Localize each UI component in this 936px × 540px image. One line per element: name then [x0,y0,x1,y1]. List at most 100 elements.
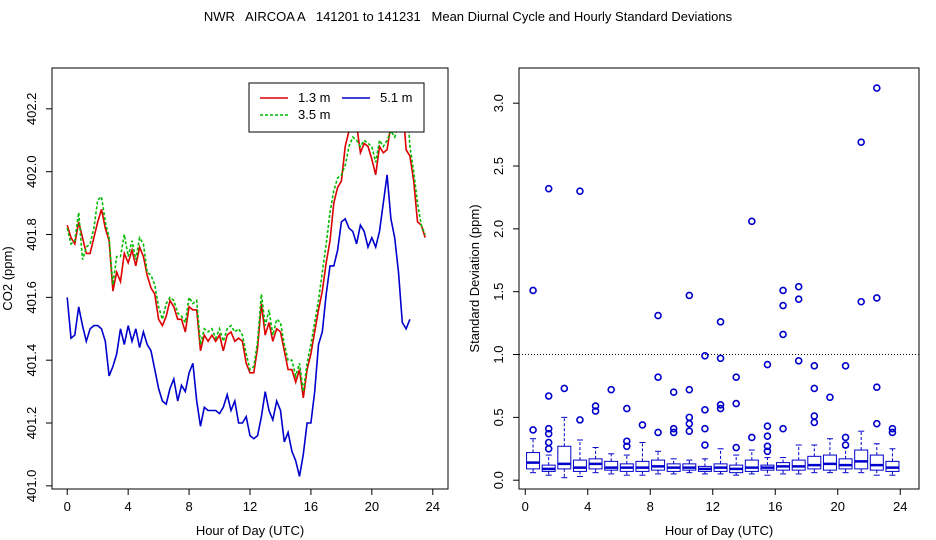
box-hour [760,360,775,476]
box-hour [713,318,728,475]
x-tick-label: 20 [831,499,845,514]
y-tick-label: 2.0 [491,220,506,238]
outlier-point [763,360,772,369]
x-tick-label: 16 [768,499,782,514]
box-hour [744,217,759,475]
outlier-point [716,400,725,409]
outlier-point [701,406,709,414]
iqr-box [526,452,541,470]
outlier-point [544,429,553,438]
outlier-point [685,427,694,435]
y-tick-label: 401.2 [24,407,39,440]
box-hour [526,286,541,474]
x-tick-label: 0 [64,499,71,514]
y-axis-label: Standard Deviation (ppm) [467,204,482,352]
legend-label: 5.1 m [380,90,413,105]
outlier-point [544,184,553,193]
x-tick-label: 20 [365,499,379,514]
series-line-3-5-m [66,86,426,392]
outlier-point [779,301,787,310]
iqr-box [885,460,900,472]
outlier-point [841,441,850,449]
legend-box [248,82,425,133]
outlier-point [810,362,819,370]
box-hour [572,187,587,477]
outlier-point [701,351,709,360]
x-tick-label: 24 [893,499,907,514]
outlier-point [732,399,740,408]
outlier-point [576,416,584,424]
box-hour [635,421,650,476]
iqr-box [807,455,822,470]
outlier-point [763,442,772,451]
box-hour [557,384,572,479]
iqr-box [838,458,853,470]
outlier-point [654,428,662,437]
outlier-point [763,432,772,441]
outlier-point [544,392,553,400]
y-tick-label: 401.8 [24,218,39,251]
outlier-point [748,433,756,442]
outlier-point [544,444,553,453]
x-tick-label: 12 [706,499,720,514]
outlier-point [779,330,787,339]
outlier-point [544,438,553,447]
outlier-point [873,419,881,428]
outlier-point [857,138,865,146]
outlier-point [685,419,694,428]
box-hour [619,404,634,476]
box-hour [854,138,869,474]
outlier-point [716,318,725,326]
x-tick-label: 12 [243,499,257,514]
outlier-point [763,447,772,456]
outlier-point [748,217,756,226]
iqr-box [651,459,666,471]
iqr-box [572,459,587,472]
iqr-box [557,445,572,470]
outlier-point [716,354,725,363]
page-title: NWR AIRCOA A 141201 to 141231 Mean Diurn… [203,9,733,24]
outlier-point [810,412,819,420]
y-tick-label: 0.5 [491,408,506,426]
outlier-point [591,407,600,415]
box-hour [776,286,791,475]
x-tick-label: 0 [522,499,529,514]
outlier-point [810,384,819,393]
iqr-box [635,460,650,472]
box-hour [885,424,900,476]
box-hour [682,291,697,474]
outlier-point [623,437,631,446]
x-axis-label: Hour of Day (UTC) [196,523,304,538]
outlier-point [669,424,678,433]
y-tick-label: 1.0 [491,345,506,363]
outlier-point [576,187,584,195]
outlier-point [685,385,694,394]
outlier-point [873,383,881,392]
outlier-point [716,404,725,413]
outlier-point [623,404,631,413]
outlier-point [841,433,850,442]
outlier-point [857,297,865,306]
outlier-point [888,424,897,433]
std-dev-panel: 0 4 8 12 16 20 24 0.0 0.5 1.0 1.5 2.0 2.5 3.0 Hour of … [467,67,920,538]
outlier-point [841,362,850,370]
y-tick-label: 1.5 [491,283,506,301]
outlier-point [654,311,662,320]
box-hour [869,84,884,476]
outlier-point [544,424,553,433]
outlier-point [529,286,537,295]
outlier-point [623,442,631,451]
outlier-point [779,286,787,295]
box-hour [588,402,603,474]
box-hour [838,362,853,474]
x-axis-label: Hour of Day (UTC) [665,523,773,538]
outlier-point [638,421,647,429]
y-tick-label: 2.5 [491,157,506,175]
iqr-box [791,459,806,471]
x-tick-label: 8 [185,499,192,514]
outlier-point [810,418,819,427]
outlier-point [732,373,740,381]
y-tick-label: 402.2 [24,93,39,126]
outlier-point [701,441,709,449]
outlier-point [732,443,740,452]
